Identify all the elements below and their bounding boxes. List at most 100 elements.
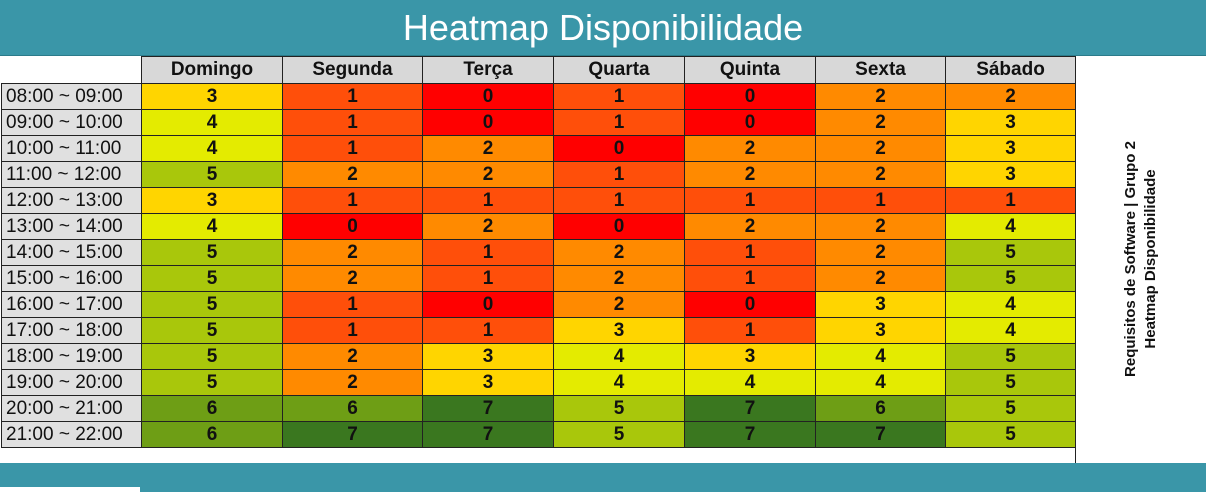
column-header: Quinta [684, 56, 816, 84]
time-slot-label: 17:00 ~ 18:00 [1, 317, 142, 344]
time-slot-label: 14:00 ~ 15:00 [1, 239, 142, 266]
time-slot-label: 19:00 ~ 20:00 [1, 369, 142, 396]
heatmap-cell: 2 [815, 109, 946, 136]
heatmap-cell: 5 [553, 421, 685, 448]
heatmap-cell: 5 [141, 161, 283, 188]
column-header: Domingo [141, 56, 283, 84]
heatmap-cell: 4 [945, 213, 1076, 240]
time-slot-label: 08:00 ~ 09:00 [1, 83, 142, 110]
heatmap-cell: 1 [553, 161, 685, 188]
heatmap-cell: 4 [684, 369, 816, 396]
time-slot-label: 21:00 ~ 22:00 [1, 421, 142, 448]
column-header: Sábado [945, 56, 1076, 84]
heatmap-cell: 2 [815, 135, 946, 162]
heatmap-cell: 1 [282, 291, 423, 318]
heatmap-cell: 7 [815, 421, 946, 448]
heatmap-cell: 2 [422, 135, 554, 162]
heatmap-row: 16:00 ~ 17:00 5 1 0 2 0 3 4 [1, 291, 1076, 318]
heatmap-row: 21:00 ~ 22:00 6 7 7 5 7 7 5 [1, 421, 1076, 448]
time-slot-label: 18:00 ~ 19:00 [1, 343, 142, 370]
time-slot-label: 09:00 ~ 10:00 [1, 109, 142, 136]
heatmap-cell: 2 [553, 291, 685, 318]
heatmap-row: 15:00 ~ 16:00 5 2 1 2 1 2 5 [1, 265, 1076, 292]
heatmap-cell: 5 [945, 343, 1076, 370]
heatmap-cell: 5 [141, 265, 283, 292]
heatmap-cell: 1 [553, 109, 685, 136]
heatmap-cell: 0 [282, 213, 423, 240]
heatmap-table: Domingo Segunda Terça Quarta Quinta Sexta Sába… [1, 56, 1076, 448]
heatmap-cell: 2 [422, 161, 554, 188]
heatmap-cell: 2 [684, 213, 816, 240]
heatmap-cell: 5 [945, 421, 1076, 448]
time-slot-label: 13:00 ~ 14:00 [1, 213, 142, 240]
side-note-line2: Heatmap Disponibilidade [1142, 169, 1159, 349]
column-header: Sexta [815, 56, 946, 84]
heatmap-cell: 6 [282, 395, 423, 422]
heatmap-cell: 1 [815, 187, 946, 214]
heatmap-cell: 5 [141, 317, 283, 344]
heatmap-cell: 0 [684, 109, 816, 136]
heatmap-cell: 2 [282, 369, 423, 396]
heatmap-cell: 2 [282, 265, 423, 292]
time-slot-label: 12:00 ~ 13:00 [1, 187, 142, 214]
heatmap-cell: 1 [945, 187, 1076, 214]
heatmap-row: 09:00 ~ 10:00 4 1 0 1 0 2 3 [1, 109, 1076, 136]
heatmap-cell: 7 [282, 421, 423, 448]
heatmap-cell: 1 [422, 317, 554, 344]
heatmap-cell: 2 [815, 161, 946, 188]
heatmap-cell: 3 [945, 109, 1076, 136]
heatmap-cell: 3 [684, 343, 816, 370]
heatmap-cell: 1 [553, 187, 685, 214]
heatmap-cell: 7 [684, 421, 816, 448]
heatmap-cell: 2 [684, 161, 816, 188]
heatmap-cell: 2 [684, 135, 816, 162]
heatmap-cell: 1 [422, 187, 554, 214]
heatmap-cell: 2 [815, 239, 946, 266]
heatmap-cell: 5 [945, 239, 1076, 266]
heatmap-cell: 1 [282, 135, 423, 162]
heatmap-cell: 5 [945, 395, 1076, 422]
heatmap-cell: 1 [684, 187, 816, 214]
heatmap-cell: 1 [684, 239, 816, 266]
heatmap-cell: 0 [422, 83, 554, 110]
heatmap-row: 13:00 ~ 14:00 4 0 2 0 2 2 4 [1, 213, 1076, 240]
heatmap-cell: 3 [815, 291, 946, 318]
heatmap-cell: 2 [815, 265, 946, 292]
page-title: Heatmap Disponibilidade [0, 0, 1206, 56]
heatmap-cell: 1 [282, 109, 423, 136]
heatmap-cell: 2 [282, 343, 423, 370]
heatmap-cell: 5 [141, 369, 283, 396]
heatmap-cell: 4 [945, 317, 1076, 344]
heatmap-cell: 1 [422, 239, 554, 266]
heatmap-cell: 7 [422, 421, 554, 448]
heatmap-cell: 3 [422, 369, 554, 396]
heatmap-cell: 4 [815, 343, 946, 370]
heatmap-cell: 2 [815, 213, 946, 240]
heatmap-row: 20:00 ~ 21:00 6 6 7 5 7 6 5 [1, 395, 1076, 422]
column-header: Quarta [553, 56, 685, 84]
heatmap-row: 10:00 ~ 11:00 4 1 2 0 2 2 3 [1, 135, 1076, 162]
heatmap-cell: 5 [141, 239, 283, 266]
heatmap-cell: 5 [141, 291, 283, 318]
heatmap-cell: 2 [422, 213, 554, 240]
heatmap-row: 14:00 ~ 15:00 5 2 1 2 1 2 5 [1, 239, 1076, 266]
heatmap-cell: 5 [141, 343, 283, 370]
header-row: Domingo Segunda Terça Quarta Quinta Sexta Sába… [1, 56, 1076, 84]
heatmap-cell: 2 [945, 83, 1076, 110]
heatmap-cell: 6 [815, 395, 946, 422]
heatmap-cell: 1 [422, 265, 554, 292]
time-slot-label: 15:00 ~ 16:00 [1, 265, 142, 292]
heatmap-cell: 2 [282, 161, 423, 188]
heatmap-cell: 3 [141, 187, 283, 214]
heatmap-cell: 3 [553, 317, 685, 344]
heatmap-cell: 4 [141, 109, 283, 136]
side-panel: Requisitos de Software | Grupo 2 Heatmap… [1075, 56, 1205, 463]
heatmap-row: 12:00 ~ 13:00 3 1 1 1 1 1 1 [1, 187, 1076, 214]
heatmap-cell: 0 [422, 109, 554, 136]
heatmap-row: 18:00 ~ 19:00 5 2 3 4 3 4 5 [1, 343, 1076, 370]
column-header: Segunda [282, 56, 423, 84]
time-slot-label: 16:00 ~ 17:00 [1, 291, 142, 318]
corner-cell [1, 56, 142, 84]
time-slot-label: 20:00 ~ 21:00 [1, 395, 142, 422]
heatmap-cell: 3 [815, 317, 946, 344]
